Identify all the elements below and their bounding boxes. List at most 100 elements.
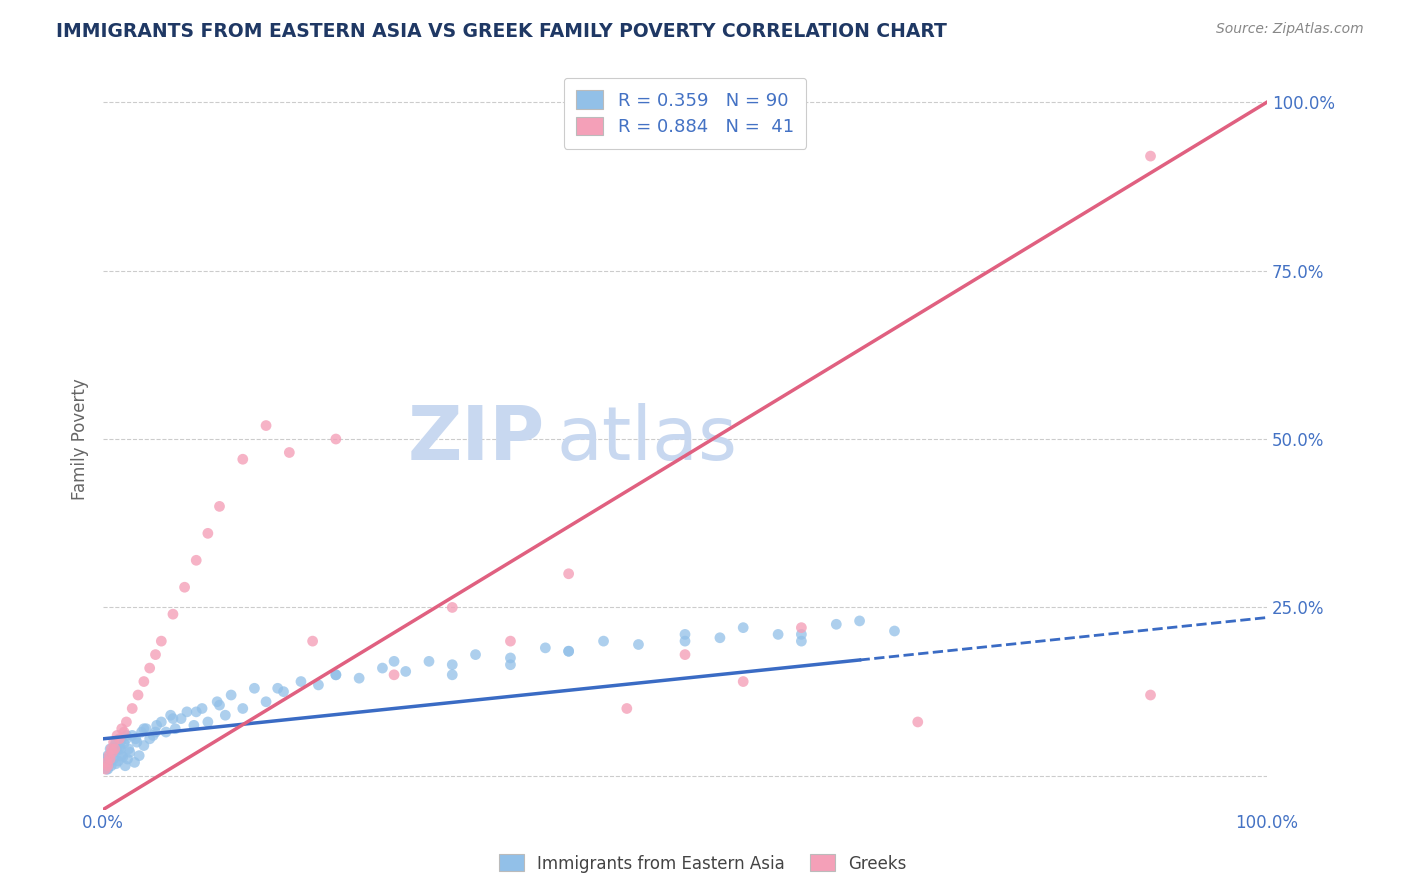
Point	[104, 756, 127, 771]
Point	[162, 712, 184, 726]
Point	[138, 731, 160, 746]
Point	[108, 731, 131, 746]
Point	[733, 621, 755, 635]
Point	[382, 654, 405, 668]
Point	[418, 654, 440, 668]
Point	[127, 688, 149, 702]
Point	[254, 695, 277, 709]
Y-axis label: Family Poverty: Family Poverty	[72, 378, 89, 500]
Point	[94, 752, 117, 766]
Point	[105, 728, 128, 742]
Point	[138, 661, 160, 675]
Point	[132, 674, 155, 689]
Point	[125, 731, 148, 746]
Point	[165, 722, 187, 736]
Point	[145, 725, 167, 739]
Point	[907, 714, 929, 729]
Point	[94, 762, 117, 776]
Point	[145, 718, 167, 732]
Point	[673, 648, 696, 662]
Point	[557, 566, 579, 581]
Point	[673, 627, 696, 641]
Point	[243, 681, 266, 696]
Point	[150, 634, 173, 648]
Point	[173, 580, 195, 594]
Point	[557, 644, 579, 658]
Point	[208, 500, 231, 514]
Point	[176, 705, 198, 719]
Point	[170, 712, 193, 726]
Point	[101, 745, 124, 759]
Point	[111, 750, 134, 764]
Point	[382, 668, 405, 682]
Point	[112, 725, 135, 739]
Point	[98, 752, 121, 766]
Point	[111, 722, 134, 736]
Point	[267, 681, 290, 696]
Point	[325, 668, 347, 682]
Point	[114, 758, 136, 772]
Text: ZIP: ZIP	[408, 402, 546, 475]
Point	[673, 634, 696, 648]
Point	[96, 762, 118, 776]
Point	[104, 735, 127, 749]
Point	[115, 731, 138, 746]
Point	[112, 737, 135, 751]
Point	[121, 728, 143, 742]
Point	[103, 752, 125, 766]
Point	[766, 627, 789, 641]
Point	[108, 740, 131, 755]
Point	[627, 638, 650, 652]
Point	[197, 526, 219, 541]
Text: atlas: atlas	[557, 402, 738, 475]
Point	[135, 722, 157, 736]
Point	[395, 665, 418, 679]
Point	[825, 617, 848, 632]
Point	[145, 648, 167, 662]
Point	[307, 678, 329, 692]
Point	[534, 640, 557, 655]
Point	[347, 671, 370, 685]
Point	[125, 735, 148, 749]
Point	[441, 657, 464, 672]
Point	[150, 714, 173, 729]
Point	[110, 735, 132, 749]
Point	[1139, 149, 1161, 163]
Point	[128, 748, 150, 763]
Point	[97, 748, 120, 763]
Point	[121, 701, 143, 715]
Point	[464, 648, 486, 662]
Point	[499, 634, 522, 648]
Point	[100, 742, 122, 756]
Legend: R = 0.359   N = 90, R = 0.884   N =  41: R = 0.359 N = 90, R = 0.884 N = 41	[564, 78, 807, 149]
Point	[183, 718, 205, 732]
Point	[159, 708, 181, 723]
Point	[232, 701, 254, 715]
Point	[191, 701, 214, 715]
Point	[115, 714, 138, 729]
Point	[100, 758, 122, 772]
Point	[709, 631, 731, 645]
Point	[142, 728, 165, 742]
Point	[131, 725, 153, 739]
Point	[197, 714, 219, 729]
Point	[499, 657, 522, 672]
Point	[273, 684, 295, 698]
Point	[101, 745, 124, 759]
Text: IMMIGRANTS FROM EASTERN ASIA VS GREEK FAMILY POVERTY CORRELATION CHART: IMMIGRANTS FROM EASTERN ASIA VS GREEK FA…	[56, 22, 948, 41]
Point	[104, 739, 127, 753]
Point	[733, 674, 755, 689]
Point	[118, 745, 141, 759]
Point	[124, 756, 146, 770]
Point	[104, 742, 127, 756]
Point	[205, 695, 228, 709]
Point	[214, 708, 236, 723]
Point	[115, 728, 138, 742]
Point	[254, 418, 277, 433]
Point	[883, 624, 905, 638]
Point	[441, 600, 464, 615]
Point	[592, 634, 614, 648]
Point	[325, 668, 347, 682]
Point	[278, 445, 301, 459]
Text: Source: ZipAtlas.com: Source: ZipAtlas.com	[1216, 22, 1364, 37]
